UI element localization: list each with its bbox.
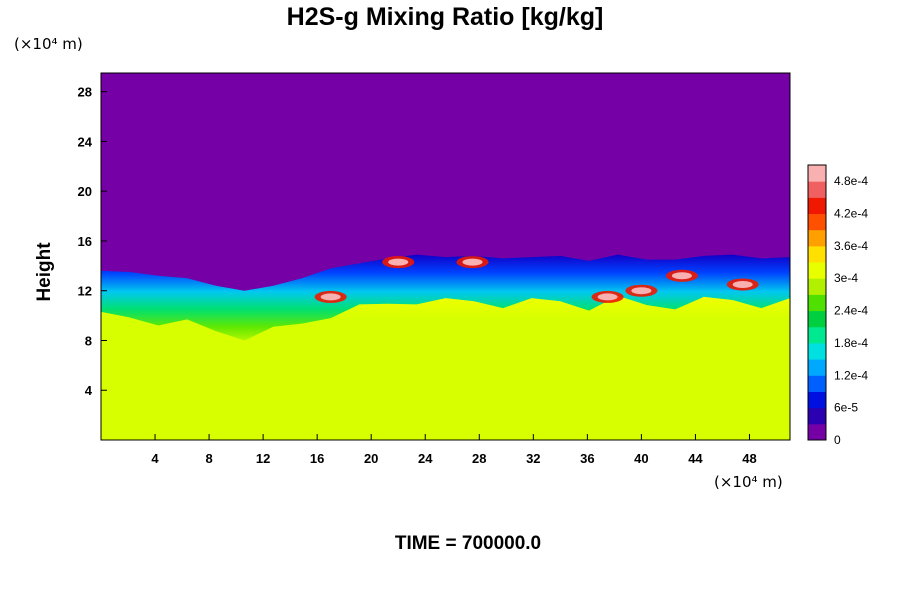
x-tick-label-8: 36 — [580, 451, 594, 466]
colorbar-swatch-1 — [808, 407, 826, 425]
plot-area — [100, 72, 791, 441]
hotspot-core-5 — [671, 272, 692, 280]
y-unit-label: (×10⁴ m) — [14, 35, 83, 53]
colorbar-ticks: 0 6e-5 1.2e-4 1.8e-4 2.4e-4 3e-4 3.6e-4 4.2e-4 4… — [834, 174, 868, 447]
colorbar-swatch-7 — [808, 310, 826, 328]
colorbar-swatch-5 — [808, 342, 826, 360]
plot-frame — [100, 72, 791, 441]
colorbar-swatch-8 — [808, 294, 826, 312]
x-tick-label-11: 48 — [742, 451, 756, 466]
colorbar-label-7: 4.2e-4 — [834, 207, 868, 221]
y-tick-label-6: 28 — [78, 85, 92, 100]
chart-title: H2S-g Mixing Ratio [kg/kg] — [287, 3, 604, 31]
x-tick-label-10: 44 — [688, 451, 703, 466]
colorbar-swatch-13 — [808, 213, 826, 231]
region-lower — [101, 295, 790, 440]
colorbar-swatch-9 — [808, 278, 826, 295]
hotspot-core-0 — [388, 258, 409, 266]
y-tick-label-1: 8 — [85, 333, 92, 348]
x-tick-label-5: 24 — [418, 451, 433, 466]
colorbar-label-4: 2.4e-4 — [834, 304, 868, 318]
colorbar-swatch-10 — [808, 262, 826, 279]
y-axis-ticks: 4 8 12 16 20 24 28 — [78, 85, 107, 398]
colorbar-swatch-0 — [808, 423, 826, 441]
y-tick-label-3: 16 — [78, 234, 92, 249]
colorbar-label-3: 1.8e-4 — [834, 336, 868, 350]
colorbar-swatch-3 — [808, 375, 826, 392]
x-axis-ticks: 4 8 12 16 20 24 28 32 36 40 44 48 — [151, 434, 757, 466]
time-annotation: TIME = 700000.0 — [395, 533, 541, 554]
x-tick-label-6: 28 — [472, 451, 486, 466]
colorbar-label-1: 6e-5 — [834, 401, 858, 415]
x-tick-label-9: 40 — [634, 451, 648, 466]
colorbar-label-0: 0 — [834, 433, 841, 447]
colorbar-label-6: 3.6e-4 — [834, 239, 868, 253]
colorbar-swatch-11 — [808, 245, 826, 263]
colorbar-swatch-16 — [808, 165, 826, 182]
x-tick-label-7: 32 — [526, 451, 540, 466]
hotspot-core-6 — [732, 280, 753, 288]
hotspot-core-4 — [631, 287, 652, 295]
colorbar-swatch-6 — [808, 326, 826, 344]
colorbar-frame — [807, 164, 827, 441]
colorbar-swatch-14 — [808, 197, 826, 215]
colorbar-swatch-2 — [808, 391, 826, 409]
x-tick-label-1: 8 — [205, 451, 212, 466]
x-tick-label-3: 16 — [310, 451, 324, 466]
colorbar-label-2: 1.2e-4 — [834, 368, 868, 382]
x-tick-label-4: 20 — [364, 451, 378, 466]
colorbar-swatch-15 — [808, 181, 826, 198]
colorbar-swatch-4 — [808, 359, 826, 376]
colorbar-swatch-12 — [808, 229, 826, 247]
y-tick-label-2: 12 — [78, 284, 92, 299]
colorbar-label-8: 4.8e-4 — [834, 174, 868, 188]
y-tick-label-4: 20 — [78, 184, 92, 199]
x-tick-label-0: 4 — [151, 451, 159, 466]
colorbar — [807, 164, 827, 441]
y-axis-label: Height — [34, 242, 55, 302]
hotspot-core-3 — [597, 293, 618, 301]
x-unit-label: (×10⁴ m) — [714, 473, 783, 491]
hotspot-core-2 — [320, 293, 341, 301]
y-tick-label-5: 24 — [78, 134, 93, 149]
colorbar-label-5: 3e-4 — [834, 271, 858, 285]
x-tick-label-2: 12 — [256, 451, 270, 466]
y-tick-label-0: 4 — [85, 383, 93, 398]
hotspot-core-1 — [462, 258, 483, 266]
